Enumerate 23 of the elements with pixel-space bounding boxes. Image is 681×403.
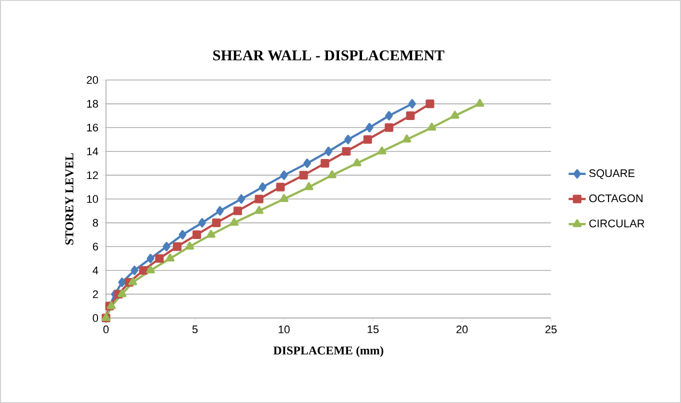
y-tick-label: 20 [86, 76, 98, 84]
y-tick-label: 10 [87, 195, 98, 203]
x-tick-label: 25 [545, 326, 557, 334]
x-tick-label: 0 [103, 326, 109, 334]
x-tick-label: 20 [456, 326, 468, 334]
y-tick-label: 0 [92, 314, 98, 322]
y-tick-label: 2 [92, 290, 98, 298]
y-tick-label: 6 [92, 242, 98, 250]
y-tick-label: 12 [87, 171, 98, 180]
y-tick-label: 14 [87, 148, 98, 156]
legend-label: OCTAGON [589, 194, 642, 202]
chart-title: SHEAR WALL - DISPLACEMENT [213, 50, 444, 60]
y-tick-label: 8 [92, 218, 98, 227]
legend-label: CIRCULAR [589, 220, 644, 228]
x-tick-label: 10 [278, 326, 290, 334]
y-tick-label: 4 [92, 266, 98, 274]
y-tick-label: 18 [87, 100, 98, 108]
x-axis-title: DISPLACEME (mm) [273, 346, 384, 357]
x-tick-label: 5 [192, 326, 198, 334]
legend-label: SQUARE [589, 169, 635, 180]
y-axis-title: STOREY LEVEL [65, 153, 74, 245]
x-tick-label: 15 [368, 326, 379, 334]
y-tick-label: 16 [87, 124, 98, 132]
